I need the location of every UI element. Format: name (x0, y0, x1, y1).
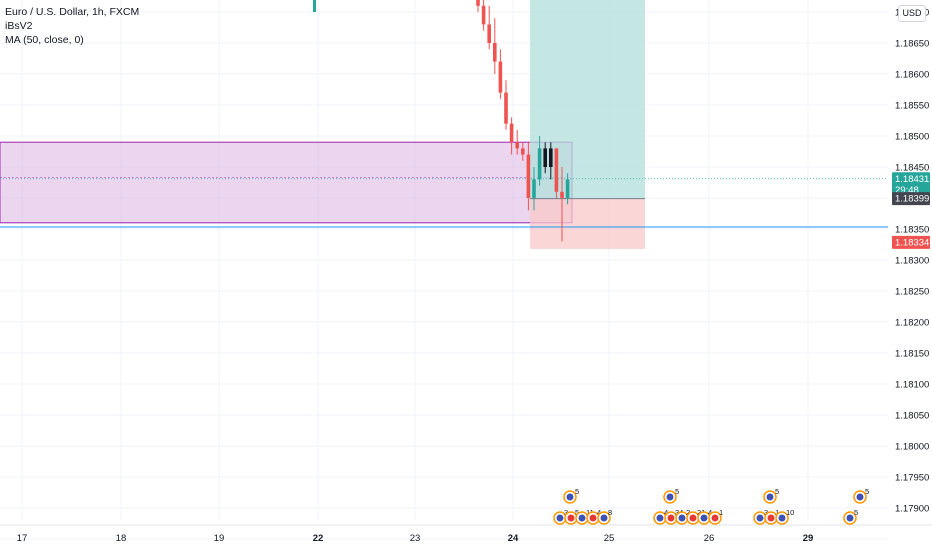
event-flag-icon (778, 514, 786, 522)
candle-body (521, 148, 525, 155)
event-flag-icon (600, 514, 608, 522)
event-count: 5 (865, 487, 869, 496)
y-tick-label: 1.18600 (895, 70, 929, 81)
price-tag-label: 1.18399 (895, 194, 929, 205)
y-tick-label: 1.18200 (895, 318, 929, 329)
event-count: 10 (786, 508, 794, 517)
event-count: 2 (686, 508, 690, 517)
event-count: 5 (775, 487, 779, 496)
price-tag-entry (892, 192, 930, 206)
indicator-ma[interactable]: MA (50, close, 0) (5, 34, 84, 46)
candle-body (476, 0, 480, 6)
event-flag-icon (766, 493, 774, 501)
symbol-title[interactable]: Euro / U.S. Dollar, 1h, FXCM (5, 6, 140, 18)
event-flag-icon (846, 514, 854, 522)
x-tick-label: 24 (508, 533, 519, 544)
event-flag-icon (666, 493, 674, 501)
event-flag-icon (667, 514, 675, 522)
price-tag-stop-loss (892, 235, 930, 249)
countdown-label: 29:48 (895, 185, 919, 196)
event-count: 5 (575, 487, 579, 496)
x-tick-label: 17 (17, 533, 28, 544)
y-tick-label: 1.18450 (895, 163, 929, 174)
y-tick-label: 1.18150 (895, 349, 929, 360)
candle-body (481, 5, 486, 25)
price-tag-last-price (892, 172, 930, 197)
event-flag-icon (767, 514, 775, 522)
currency-button[interactable]: USD (898, 5, 926, 22)
event-flag-icon (589, 514, 597, 522)
candle-body (313, 0, 316, 12)
y-tick-label: 1.17950 (895, 473, 929, 484)
event-flag-icon (566, 493, 574, 501)
candle-body (498, 61, 503, 93)
event-count: 3 (564, 508, 568, 517)
y-tick-label: 1.18500 (895, 132, 929, 143)
x-tick-label: 22 (313, 533, 324, 544)
y-tick-label: 1.18300 (895, 256, 929, 267)
y-tick-label: 1.18650 (895, 39, 929, 50)
event-flag-icon (678, 514, 686, 522)
candle-body (537, 148, 542, 180)
y-tick-label: 1.18100 (895, 380, 929, 391)
y-tick-label: 1.17900 (895, 504, 929, 515)
candle-body (532, 179, 536, 198)
event-count: 4 (597, 508, 601, 517)
price-tag-label: 1.18431 (895, 174, 929, 185)
x-tick-label: 26 (704, 533, 715, 544)
event-flag-icon (567, 514, 575, 522)
event-flag-icon (578, 514, 586, 522)
x-tick-label: 18 (116, 533, 127, 544)
candle-body (554, 148, 559, 192)
event-flag-icon (689, 514, 697, 522)
event-count: 3 (764, 508, 768, 517)
candle-body (493, 43, 497, 62)
event-flag-icon (756, 514, 764, 522)
x-tick-label: 25 (604, 533, 615, 544)
y-tick-label: 1.18050 (895, 411, 929, 422)
y-tick-label: 1.18000 (895, 442, 929, 453)
candle-body (526, 154, 531, 198)
event-count: 5 (675, 487, 679, 496)
event-flag-icon (711, 514, 719, 522)
candle-body (543, 148, 547, 167)
price-tag-label: 1.18334 (895, 237, 929, 248)
take-profit-zone[interactable] (530, 0, 645, 199)
event-flag-icon (656, 514, 664, 522)
stop-loss-zone[interactable] (530, 198, 645, 249)
y-tick-label: 1.18550 (895, 101, 929, 112)
event-count: 1 (719, 508, 723, 517)
candle-body (504, 92, 508, 124)
event-flag-icon (556, 514, 564, 522)
y-tick-label: 1.18250 (895, 287, 929, 298)
candle-body (515, 142, 519, 149)
event-count: 4 (664, 508, 668, 517)
event-count: 8 (608, 508, 612, 517)
x-tick-label: 29 (803, 533, 814, 544)
candle-body (560, 191, 564, 198)
candle-body (487, 24, 491, 43)
event-flag-icon (700, 514, 708, 522)
event-flag-icon (856, 493, 864, 501)
event-count: 4 (708, 508, 712, 517)
candle-body (565, 179, 570, 198)
x-tick-label: 23 (410, 533, 421, 544)
demand-zone[interactable] (0, 141, 573, 224)
event-count: 5 (575, 508, 579, 517)
event-count: 1 (775, 508, 779, 517)
indicator-ibsv2[interactable]: iBsV2 (5, 20, 33, 32)
candle-body (509, 123, 514, 143)
event-count: 5 (854, 508, 858, 517)
x-tick-label: 19 (214, 533, 225, 544)
y-tick-label: 1.18350 (895, 225, 929, 236)
candle-body (549, 148, 553, 167)
chart-legend: Euro / U.S. Dollar, 1h, FXCM iBsV2 MA (5… (5, 5, 139, 47)
